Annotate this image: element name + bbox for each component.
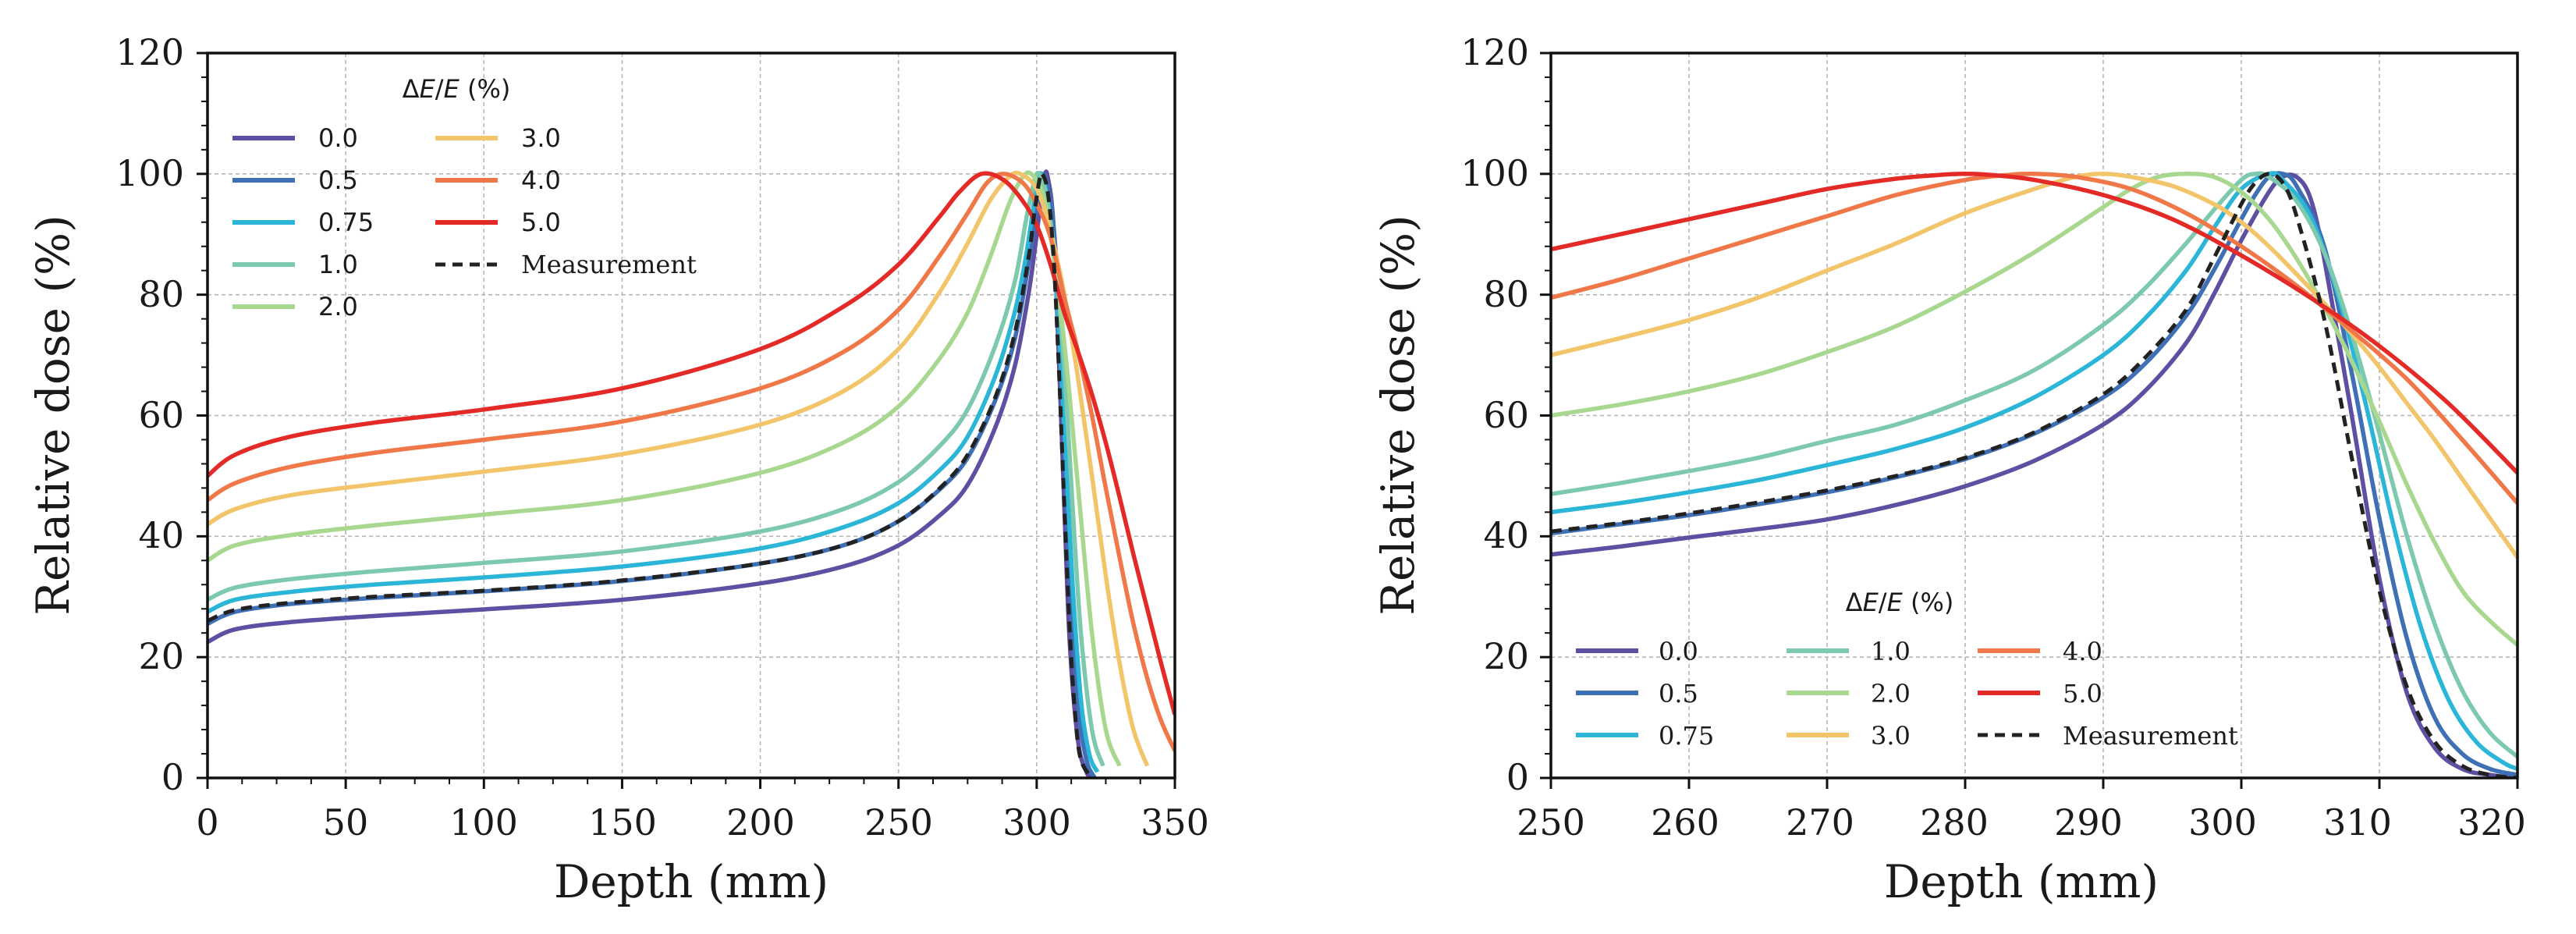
right-xtick-label: 320 xyxy=(2457,801,2526,843)
left-legend-label: 4.0 xyxy=(521,165,561,195)
series-line-1-0 xyxy=(208,171,1105,767)
left-xtick-label: 350 xyxy=(1141,801,1209,843)
left-ytick-label: 40 xyxy=(138,514,184,556)
right-y-axis-label: Relative dose (%) xyxy=(1371,215,1425,615)
left-x-axis-label: Depth (mm) xyxy=(554,855,829,908)
left-xtick-label: 50 xyxy=(323,801,369,843)
right-ytick-label: 0 xyxy=(1506,756,1529,798)
series-line-3-0 xyxy=(208,170,1150,767)
left-xtick-label: 200 xyxy=(726,801,795,843)
left-legend-label: 3.0 xyxy=(521,123,561,153)
right-legend-label: 3.0 xyxy=(1871,721,1911,751)
right-ytick-label: 60 xyxy=(1483,394,1529,436)
right-series-group xyxy=(1551,171,2517,778)
left-legend: ΔE/E (%) 0.0 0.5 0.75 1.0 2.0 3.0 4.0 5.… xyxy=(232,74,697,321)
right-legend-label: 1.0 xyxy=(1871,637,1911,666)
right-legend-label: 4.0 xyxy=(2063,637,2102,666)
right-xtick-label: 310 xyxy=(2323,801,2392,843)
left-xtick-label: 300 xyxy=(1002,801,1071,843)
left-ticks xyxy=(197,51,1176,789)
right-ytick-label: 120 xyxy=(1460,31,1529,73)
left-legend-label: Measurement xyxy=(521,250,697,279)
series-line-1-0 xyxy=(1551,171,2517,759)
right-legend-title: ΔE/E (%) xyxy=(1846,588,1954,617)
left-xtick-label: 250 xyxy=(864,801,933,843)
left-ytick-label: 20 xyxy=(138,635,184,677)
series-line-measurement xyxy=(1551,172,2517,778)
left-ytick-label: 60 xyxy=(138,394,184,436)
left-plot-frame xyxy=(206,51,1176,780)
left-legend-title: ΔE/E (%) xyxy=(403,74,511,104)
left-legend-label: 0.0 xyxy=(318,123,358,153)
left-ytick-label: 120 xyxy=(115,31,184,73)
left-ytick-label: 100 xyxy=(115,152,184,194)
left-legend-label: 1.0 xyxy=(318,250,358,279)
right-plot-frame xyxy=(1549,51,2519,780)
left-legend-label: 0.5 xyxy=(318,165,358,195)
series-line-4-0 xyxy=(208,172,1175,752)
left-xtick-label: 150 xyxy=(588,801,657,843)
series-line-3-0 xyxy=(1551,172,2517,559)
left-legend-label: 5.0 xyxy=(521,208,561,237)
left-series-group xyxy=(208,169,1175,778)
right-ytick-label: 80 xyxy=(1483,273,1529,315)
left-xtick-label: 100 xyxy=(449,801,518,843)
right-xtick-label: 270 xyxy=(1786,801,1854,843)
right-xtick-label: 260 xyxy=(1651,801,1719,843)
left-xtick-label: 0 xyxy=(196,801,218,843)
right-legend: ΔE/E (%) 0.0 0.5 0.75 1.0 2.0 3.0 4.0 5.… xyxy=(1576,588,2238,751)
left-y-axis-label: Relative dose (%) xyxy=(27,215,80,615)
series-line-2-0 xyxy=(1551,172,2517,647)
right-legend-label: 0.0 xyxy=(1659,637,1698,666)
right-chart-panel: 0 20 40 60 80 100 120 250 260 270 280 29… xyxy=(1371,31,2526,908)
right-legend-label: 2.0 xyxy=(1871,679,1911,708)
series-line-4-0 xyxy=(1551,171,2517,505)
right-xtick-label: 280 xyxy=(1920,801,1989,843)
right-ytick-label: 20 xyxy=(1483,635,1529,677)
right-legend-label: 5.0 xyxy=(2063,679,2102,708)
series-line-5-0 xyxy=(208,171,1175,716)
right-xtick-label: 250 xyxy=(1517,801,1585,843)
right-xtick-label: 300 xyxy=(2188,801,2257,843)
series-line-2-0 xyxy=(208,170,1122,767)
right-legend-label: Measurement xyxy=(2063,721,2238,751)
left-ytick-label: 80 xyxy=(138,273,184,315)
left-chart-panel: 0 20 40 60 80 100 120 0 50 100 150 200 2… xyxy=(27,31,1209,908)
right-xtick-label: 290 xyxy=(2054,801,2123,843)
right-legend-label: 0.75 xyxy=(1659,721,1714,751)
left-grid xyxy=(208,53,1175,778)
series-line-0-75 xyxy=(208,171,1100,773)
left-legend-label: 0.75 xyxy=(318,208,374,237)
right-ytick-label: 100 xyxy=(1460,152,1529,194)
series-line-measurement xyxy=(208,171,1094,778)
right-legend-label: 0.5 xyxy=(1659,679,1698,708)
series-line-5-0 xyxy=(1551,172,2517,474)
right-ytick-label: 40 xyxy=(1483,514,1529,556)
left-legend-label: 2.0 xyxy=(318,292,358,321)
left-ytick-label: 0 xyxy=(161,756,184,798)
right-x-axis-label: Depth (mm) xyxy=(1884,855,2159,908)
